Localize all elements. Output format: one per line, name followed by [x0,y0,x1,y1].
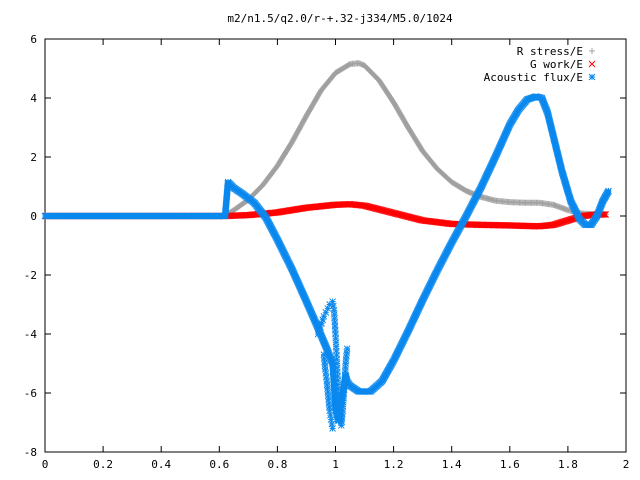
x-tick-label: 1 [332,458,339,471]
x-tick-label: 1.8 [558,458,578,471]
y-tick-label: 2 [30,151,37,164]
series-layer [41,60,612,432]
chart-title: m2/n1.5/q2.0/r-+.32-j334/M5.0/1024 [227,12,453,25]
legend-label: Acoustic flux/E [484,71,583,84]
y-tick-label: 4 [30,92,37,105]
x-tick-label: 0.2 [93,458,113,471]
x-tick-label: 1.6 [500,458,520,471]
x-tick-label: 0.4 [151,458,171,471]
x-tick-label: 2 [623,458,630,471]
y-tick-label: -6 [24,387,37,400]
data-point [605,187,612,195]
x-tick-label: 0.8 [267,458,287,471]
x-tick-label: 0 [42,458,49,471]
legend-marker [588,73,596,81]
axes: 0 0.2 0.4 0.6 0.8 1 1.2 1.4 1.6 1.8 2 6 4 2 0 -2 -4 -6 -8 [24,33,630,471]
x-tick-label: 1.2 [384,458,404,471]
x-tick-label: 1.4 [442,458,462,471]
series-1 [42,60,609,219]
y-tick-label: 0 [30,210,37,223]
y-tick-label: -8 [24,446,37,459]
data-point [601,211,608,218]
legend-marker [588,60,596,68]
y-tick-label: 6 [30,33,37,46]
y-tick-label: -4 [24,328,38,341]
x-tick-label: 0.6 [209,458,229,471]
data-point [602,211,610,218]
y-tick-label: -2 [24,269,37,282]
data-point [343,345,351,353]
data-point [329,425,336,432]
legend-label: R stress/E [517,45,583,58]
legend-marker [589,48,595,54]
legend-label: G work/E [530,58,583,71]
